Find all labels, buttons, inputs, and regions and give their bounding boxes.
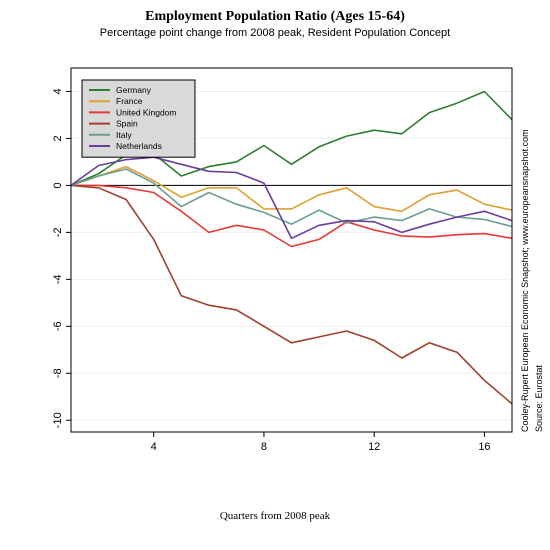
y-axis: 4 2 0 -2 -4 -6 -8 -10 bbox=[52, 88, 71, 428]
x-tick-label: 12 bbox=[368, 441, 380, 453]
x-tick-label: 8 bbox=[261, 441, 267, 453]
series-line-united-kingdom bbox=[71, 184, 513, 248]
chart-subtitle: Percentage point change from 2008 peak, … bbox=[99, 27, 451, 39]
y-tick-label: -10 bbox=[52, 412, 64, 428]
y-tick-label: -6 bbox=[52, 321, 64, 331]
series-line-spain bbox=[70, 184, 513, 405]
legend-label: Germany bbox=[116, 85, 152, 95]
legend-label: Italy bbox=[116, 130, 132, 140]
source-text: Source: Eurostat bbox=[534, 364, 544, 432]
y-tick-label: -2 bbox=[52, 227, 64, 237]
x-tick-label: 4 bbox=[151, 441, 157, 453]
y-tick-label: 2 bbox=[52, 135, 64, 141]
y-tick-label: 0 bbox=[52, 182, 64, 188]
x-tick-label: 16 bbox=[478, 441, 490, 453]
chart-title: Employment Population Ratio (Ages 15-64) bbox=[145, 9, 405, 24]
legend-box bbox=[81, 79, 196, 158]
y-tick-label: 4 bbox=[52, 88, 64, 94]
series-line-italy bbox=[70, 168, 513, 228]
plot-frame bbox=[70, 67, 513, 433]
legend-label: United Kingdom bbox=[116, 107, 176, 117]
x-axis: 4 8 12 16 bbox=[151, 432, 491, 453]
legend-label: Netherlands bbox=[116, 141, 162, 151]
y-tick-label: -8 bbox=[52, 368, 64, 378]
x-axis-label: Quarters from 2008 peak bbox=[219, 510, 331, 522]
legend-label: France bbox=[116, 96, 143, 106]
series-line-netherlands bbox=[70, 156, 513, 240]
legend-label: Spain bbox=[116, 119, 138, 129]
series-line-france bbox=[70, 165, 513, 213]
y-tick-label: -4 bbox=[52, 274, 64, 284]
credit-text: Cooley-Rupert European Economic Snapshot… bbox=[520, 129, 530, 432]
